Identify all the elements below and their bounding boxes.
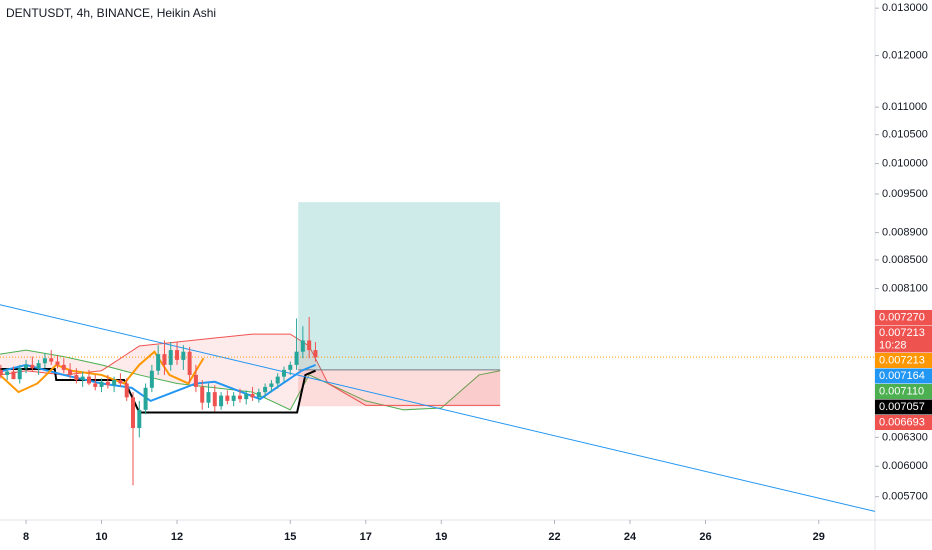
candle-body: [193, 374, 198, 387]
candle-body: [86, 376, 91, 384]
candle-body: [187, 351, 192, 375]
y-tick-label: 0.010000: [882, 158, 928, 170]
y-tick-label: 0.008100: [882, 282, 928, 294]
candle-body: [24, 364, 29, 369]
candle-body: [49, 358, 54, 362]
candle-body: [99, 381, 104, 387]
position-target: [298, 202, 501, 370]
candle-body: [275, 376, 280, 384]
price-tag: [875, 325, 932, 353]
x-tick-label: 19: [435, 531, 447, 543]
candle-body: [175, 350, 180, 360]
candle-body: [130, 397, 135, 429]
y-tick-label: 0.008900: [882, 227, 928, 239]
x-tick-label: 8: [23, 531, 29, 543]
indicator-line: [0, 368, 316, 414]
candle-body: [68, 369, 73, 375]
candle-body: [256, 392, 261, 398]
candle-body: [42, 358, 47, 364]
candle-body: [313, 350, 318, 358]
y-tick-label: 0.010500: [882, 129, 928, 141]
price-tag: [875, 415, 932, 430]
y-tick-label: 0.012000: [882, 49, 928, 61]
candle-body: [5, 371, 10, 375]
candle-body: [112, 380, 117, 386]
candle-body: [300, 340, 305, 352]
y-tick-label: 0.006300: [882, 431, 928, 443]
candle-body: [74, 374, 79, 381]
candle-body: [288, 364, 293, 370]
indicator-line: [0, 363, 316, 403]
candle-body: [250, 393, 255, 398]
candle-body: [294, 351, 299, 365]
candle-body: [36, 363, 41, 369]
candle-body: [269, 383, 274, 387]
y-tick-label: 0.013000: [882, 2, 928, 14]
candle-body: [219, 395, 224, 407]
candle-body: [137, 409, 142, 429]
candle-body: [118, 380, 123, 384]
candle-body: [237, 395, 242, 400]
price-tag-timer: 10:28: [879, 339, 907, 351]
candle-body: [281, 369, 286, 377]
price-tag-label: 0.007110: [879, 385, 924, 397]
indicator-line: [0, 304, 876, 512]
plot: [0, 202, 876, 512]
position-stop: [298, 369, 501, 407]
candle-body: [30, 364, 35, 369]
x-tick-label: 24: [624, 531, 637, 543]
candle-body: [149, 370, 154, 388]
price-tag: [875, 353, 932, 368]
candle-body: [263, 386, 268, 393]
x-tick-label: 22: [548, 531, 560, 543]
x-tick-label: 12: [171, 531, 183, 543]
price-tag-label: 0.006693: [879, 416, 925, 428]
candle-body: [105, 381, 110, 386]
price-tag: [875, 384, 932, 399]
candle-body: [225, 395, 230, 401]
price-tag: [875, 310, 932, 325]
x-tick-label: 17: [360, 531, 372, 543]
y-tick-label: 0.005700: [882, 491, 928, 503]
candle-body: [0, 369, 3, 375]
x-tick-label: 10: [95, 531, 107, 543]
indicator-line: [0, 350, 205, 394]
y-tick-label: 0.006000: [882, 460, 928, 472]
candle-body: [162, 354, 167, 365]
candle-body: [231, 395, 236, 401]
candle-body: [206, 392, 211, 403]
candle-body: [17, 368, 22, 380]
price-tag-label: 0.007213: [879, 327, 925, 339]
candle-body: [55, 361, 60, 365]
x-tick-label: 29: [813, 531, 825, 543]
cloud-fill: [0, 334, 501, 410]
candle-body: [156, 354, 161, 371]
candle-body: [93, 383, 98, 387]
y-tick-label: 0.009500: [882, 188, 928, 200]
cloud-span-a: [0, 349, 501, 411]
price-tag-label: 0.007057: [879, 401, 925, 413]
price-tag: [875, 368, 932, 384]
price-tag-label: 0.007270: [879, 311, 925, 323]
chart-title: DENTUSDT, 4h, BINANCE, Heikin Ashi: [6, 6, 216, 20]
candle-body: [168, 350, 173, 365]
candle-body: [244, 393, 249, 400]
price-tag-label: 0.007164: [879, 370, 925, 382]
candle-body: [143, 387, 148, 410]
candle-body: [11, 371, 16, 380]
candle-body: [181, 351, 186, 360]
candle-body: [124, 383, 129, 398]
x-tick-label: 15: [284, 531, 296, 543]
candle-body: [200, 386, 205, 403]
y-tick-label: 0.011000: [882, 101, 927, 113]
x-tick-label: 26: [699, 531, 711, 543]
candle-body: [212, 392, 217, 407]
candle-body: [61, 364, 66, 370]
candle-body: [80, 376, 85, 381]
price-tag-label: 0.007213: [879, 354, 925, 366]
candle-body: [307, 340, 312, 351]
y-tick-label: 0.008500: [882, 254, 928, 266]
price-tag: [875, 399, 932, 415]
